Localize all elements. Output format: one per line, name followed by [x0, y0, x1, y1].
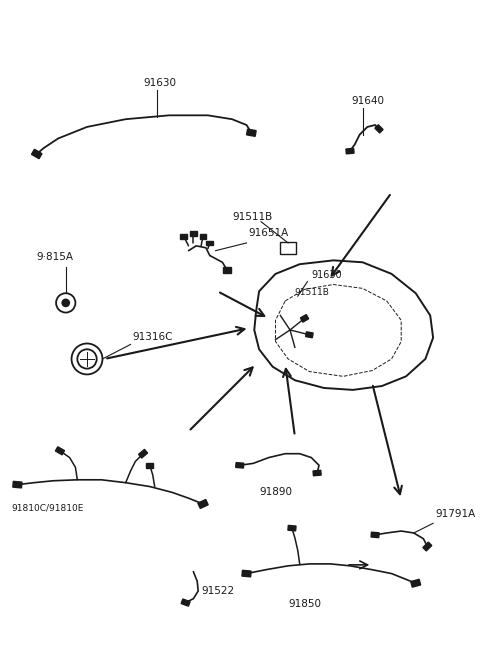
Bar	[371, 532, 379, 537]
Bar	[411, 579, 420, 587]
Text: 91850: 91850	[288, 599, 321, 609]
Bar	[206, 240, 213, 245]
Bar	[313, 470, 321, 476]
Bar	[146, 463, 153, 468]
Bar	[223, 267, 231, 273]
Bar	[198, 499, 208, 509]
Bar	[200, 234, 206, 238]
Text: 9·815A: 9·815A	[37, 252, 74, 262]
Bar	[375, 125, 383, 133]
Text: 91630: 91630	[312, 269, 342, 280]
Bar	[180, 234, 187, 238]
Bar	[139, 449, 147, 458]
Bar	[346, 148, 354, 154]
Bar	[55, 447, 64, 455]
Bar	[306, 332, 313, 338]
Text: 91640: 91640	[351, 96, 384, 106]
Text: 91630: 91630	[143, 78, 176, 88]
Text: 91511B: 91511B	[295, 288, 330, 297]
Circle shape	[61, 298, 70, 307]
Bar	[288, 526, 296, 531]
Bar	[247, 129, 256, 137]
Text: 91890: 91890	[259, 487, 292, 497]
Bar	[13, 482, 22, 488]
Text: 91522: 91522	[201, 586, 234, 596]
Bar	[236, 463, 244, 468]
Bar	[242, 570, 251, 577]
Bar	[32, 149, 42, 159]
Text: 91316C: 91316C	[132, 332, 173, 342]
Bar	[423, 542, 432, 551]
Bar	[300, 315, 309, 322]
Text: 91651A: 91651A	[249, 228, 288, 238]
Bar	[181, 599, 190, 606]
Text: 91511B: 91511B	[232, 212, 272, 221]
Text: 91791A: 91791A	[435, 509, 475, 520]
Text: 91810C/91810E: 91810C/91810E	[12, 504, 84, 513]
Bar	[190, 231, 197, 236]
